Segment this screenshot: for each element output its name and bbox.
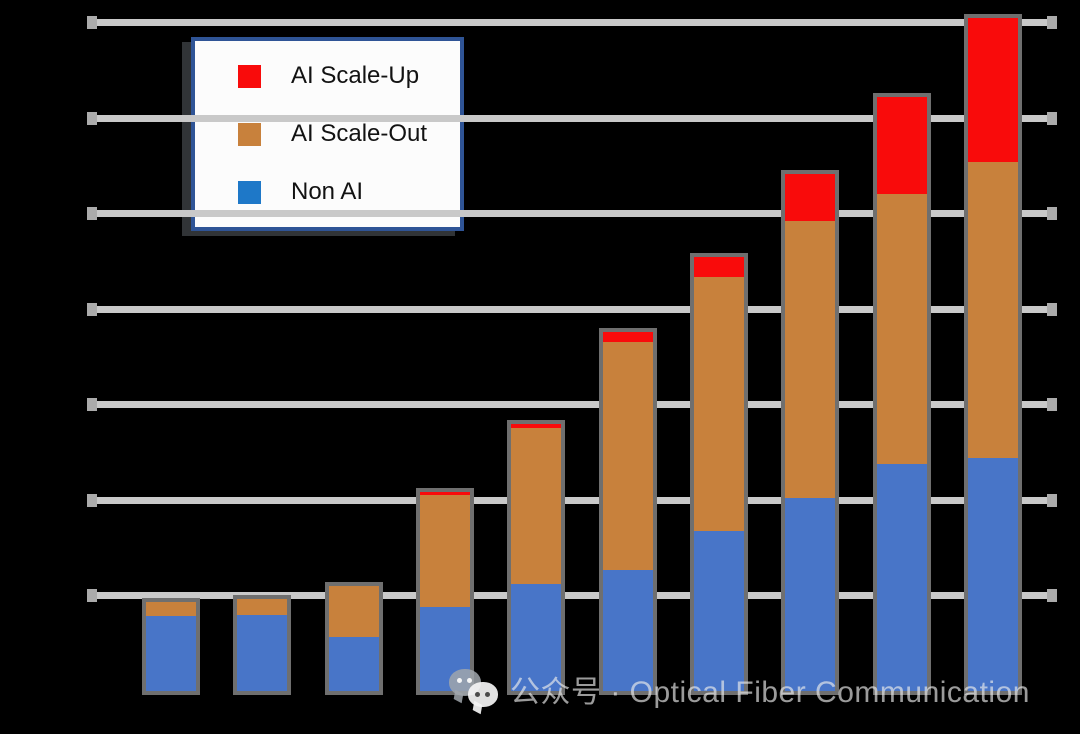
bar-segment-non-ai [968, 457, 1018, 691]
bar-segment-non-ai [146, 615, 196, 691]
tick-right-icon [1047, 302, 1057, 316]
bar-segment-non-ai [329, 636, 379, 691]
bar-segment-ai-scale-out [968, 161, 1018, 458]
gridline [97, 401, 1047, 408]
bar-segment-ai-scale-out [237, 599, 287, 615]
tick-left-icon [87, 207, 97, 220]
stacked-bar [233, 595, 291, 695]
gridline [97, 592, 1047, 599]
bar-segment-ai-scale-up [877, 97, 927, 195]
gridline [97, 114, 1047, 122]
watermark: 公众号 · Optical Fiber Communication [448, 664, 1030, 715]
legend-item-ai-scale-out: AI Scale-Out [195, 120, 460, 148]
bar-segment-ai-scale-out [420, 495, 470, 607]
bar-segment-ai-scale-out [603, 342, 653, 570]
bar-segment-non-ai [785, 497, 835, 691]
bar-segment-ai-scale-up [420, 492, 470, 496]
stacked-bar [781, 170, 839, 695]
bar-segment-non-ai [694, 531, 744, 691]
stacked-bar [507, 419, 565, 695]
bar-segment-ai-scale-up [511, 423, 561, 429]
legend-item-ai-scale-up: AI Scale-Up [195, 62, 460, 90]
stacked-bar [690, 253, 748, 695]
gridline [97, 496, 1047, 504]
stacked-bar [599, 327, 657, 695]
wechat-icon [448, 666, 500, 715]
stacked-bar [142, 598, 200, 695]
tick-left-icon [87, 111, 97, 125]
bar-segment-ai-scale-out [329, 586, 379, 637]
tick-right-icon [1047, 207, 1057, 220]
tick-right-icon [1047, 111, 1057, 125]
stacked-bar [873, 93, 931, 695]
bar-segment-ai-scale-out [785, 221, 835, 498]
legend-item-non-ai: Non AI [195, 178, 460, 206]
tick-left-icon [87, 398, 97, 411]
bar-segment-non-ai [877, 463, 927, 691]
stacked-bar [964, 13, 1022, 695]
legend-swatch-orange-icon [238, 122, 261, 146]
bar-segment-ai-scale-out [511, 428, 561, 585]
tick-right-icon [1047, 16, 1057, 29]
tick-left-icon [87, 302, 97, 316]
tick-left-icon [87, 493, 97, 507]
bar-segment-ai-scale-out [146, 602, 196, 616]
gridline [97, 305, 1047, 313]
bar-segment-ai-scale-up [603, 331, 653, 343]
gridline [97, 210, 1047, 217]
bar-segment-ai-scale-out [877, 194, 927, 464]
watermark-text: 公众号 · Optical Fiber Communication [510, 676, 1030, 709]
tick-right-icon [1047, 493, 1057, 507]
legend-label: Non AI [291, 178, 364, 205]
legend-swatch-blue-icon [238, 180, 261, 204]
bar-segment-non-ai [237, 614, 287, 691]
legend-swatch-red-icon [238, 64, 261, 88]
tick-left-icon [87, 16, 97, 29]
bar-segment-ai-scale-up [694, 257, 744, 278]
bar-segment-ai-scale-up [785, 174, 835, 222]
stacked-bar [416, 488, 474, 695]
tick-left-icon [87, 589, 97, 602]
chart-legend: AI Scale-Up AI Scale-Out Non AI [191, 37, 464, 231]
gridline [97, 19, 1047, 26]
bar-segment-ai-scale-up [968, 17, 1018, 162]
bar-segment-non-ai [511, 584, 561, 691]
bar-segment-ai-scale-out [694, 277, 744, 532]
tick-right-icon [1047, 589, 1057, 602]
bar-segment-non-ai [603, 569, 653, 691]
stacked-bar [325, 582, 383, 695]
legend-label: AI Scale-Out [291, 120, 428, 147]
legend-label: AI Scale-Up [291, 62, 420, 89]
tick-right-icon [1047, 398, 1057, 411]
